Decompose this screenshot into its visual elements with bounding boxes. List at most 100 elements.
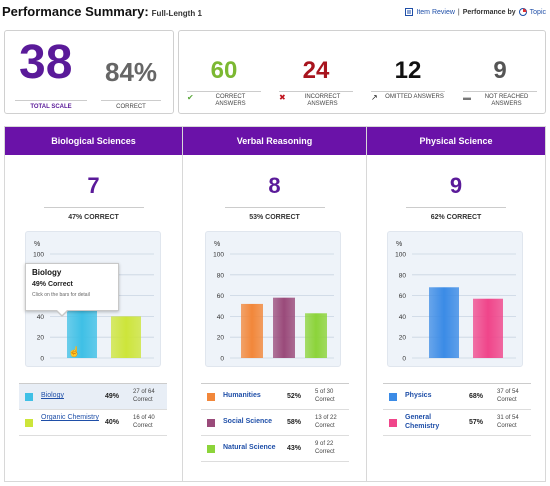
- legend-name[interactable]: Humanities: [223, 392, 261, 399]
- legend-name[interactable]: Social Science: [223, 418, 273, 425]
- legend-fraction-unit: Correct: [315, 448, 335, 455]
- legend-fraction: 9 of 22 Correct: [315, 441, 335, 457]
- legend-percent: 57%: [469, 419, 484, 426]
- legend-row-biology[interactable]: Biology 49% 27 of 64 Correct: [19, 384, 167, 410]
- legend-swatch: [207, 419, 215, 427]
- y-tick-label: 0: [220, 356, 224, 363]
- legend-name[interactable]: Organic Chemistry: [41, 414, 99, 421]
- legend-row-social-science[interactable]: Social Science 58% 13 of 22 Correct: [201, 410, 349, 436]
- not-reached-count-text: NOT REACHED ANSWERS: [484, 94, 529, 107]
- legend-row-general-chemistry[interactable]: General Chemistry 57% 31 of 54 Correct: [383, 410, 531, 436]
- legend-row-organic-chemistry[interactable]: Organic Chemistry 40% 16 of 40 Correct: [19, 410, 167, 436]
- section-header: Verbal Reasoning: [183, 127, 366, 155]
- legend-percent: 68%: [469, 393, 484, 400]
- legend-name[interactable]: Physics: [405, 392, 432, 399]
- legend-swatch: [389, 419, 397, 427]
- answer-counts-box: 60 ✔ CORRECT ANSWERS 24 ✖ INCORRECT ANSW…: [178, 30, 546, 114]
- legend-fraction-unit: Correct: [133, 422, 153, 429]
- x-icon: ✖: [279, 93, 286, 102]
- y-tick-label: 40: [37, 314, 45, 321]
- bar-chart[interactable]: % 0 20 40 60 80 100: [388, 232, 524, 368]
- arrow-icon: ↗: [371, 93, 378, 102]
- legend-fraction-count: 31 of 54: [497, 415, 519, 421]
- section-physical-science: Physical Science 9 62% CORRECT % 0 20 40 60 8…: [367, 127, 545, 481]
- y-tick-label: 100: [395, 252, 406, 259]
- legend-fraction-unit: Correct: [497, 422, 517, 429]
- incorrect-count-value: 24: [302, 57, 330, 84]
- section-chart[interactable]: % 0 20 40 60 80 100: [205, 231, 341, 367]
- legend-fraction-count: 9 of 22: [315, 441, 334, 447]
- y-tick-label: 20: [399, 335, 407, 342]
- legend-percent: 43%: [287, 445, 302, 452]
- legend-swatch: [25, 419, 33, 427]
- legend-fraction: 13 of 22 Correct: [315, 415, 337, 431]
- legend-percent: 49%: [105, 393, 120, 400]
- bar-general-chemistry[interactable]: [473, 298, 503, 358]
- bar-social-science[interactable]: [273, 297, 295, 358]
- page-title: Performance Summary: Full-Length 1: [2, 4, 202, 19]
- bar-humanities[interactable]: [241, 303, 263, 358]
- legend-fraction: 27 of 64 Correct: [133, 389, 155, 405]
- legend-name[interactable]: Biology: [41, 392, 64, 399]
- bar-organic-chemistry[interactable]: [111, 316, 141, 358]
- y-tick-label: 60: [399, 293, 407, 300]
- percent-correct-value: 84%: [105, 57, 158, 87]
- legend-row-humanities[interactable]: Humanities 52% 5 of 30 Correct: [201, 384, 349, 410]
- legend-row-physics[interactable]: Physics 68% 37 of 54 Correct: [383, 384, 531, 410]
- not-reached-count: 9 ▬ NOT REACHED ANSWERS: [455, 31, 545, 115]
- legend-fraction: 5 of 30 Correct: [315, 389, 335, 405]
- y-tick-label: 40: [217, 314, 225, 321]
- legend-name[interactable]: Natural Science: [223, 444, 276, 451]
- bar-physics[interactable]: [429, 287, 459, 358]
- bar-tooltip: Biology 49% Correct Click on the bars fo…: [25, 263, 119, 311]
- legend-fraction-count: 16 of 40: [133, 415, 155, 421]
- separator: |: [457, 8, 460, 16]
- section-verbal-reasoning: Verbal Reasoning 8 53% CORRECT % 0 20 40 60 8…: [183, 127, 367, 481]
- legend-row-natural-science[interactable]: Natural Science 43% 9 of 22 Correct: [201, 436, 349, 462]
- total-scale-label: TOTAL SCALE: [15, 100, 87, 110]
- section-percent-correct: 53% CORRECT: [224, 207, 325, 221]
- incorrect-count-text: INCORRECT ANSWERS: [304, 94, 341, 107]
- item-review-link[interactable]: Item Review: [416, 8, 455, 16]
- not-reached-count-label: ▬ NOT REACHED ANSWERS: [463, 91, 537, 108]
- y-tick-label: 20: [37, 335, 45, 342]
- bar-natural-science[interactable]: [305, 313, 327, 358]
- page-header: Performance Summary: Full-Length 1 Item R…: [2, 2, 548, 24]
- incorrect-count: 24 ✖ INCORRECT ANSWERS: [271, 31, 361, 115]
- legend-fraction-count: 13 of 22: [315, 415, 337, 421]
- topic-link[interactable]: Topic: [529, 8, 546, 16]
- y-tick-label: 60: [217, 293, 225, 300]
- bar-chart[interactable]: % 0 20 40 60 80 100: [206, 232, 342, 368]
- y-tick-label: 0: [40, 356, 44, 363]
- y-tick-label: 100: [33, 252, 44, 259]
- view-links: Item Review | Performance by Topic: [405, 8, 546, 16]
- y-tick-label: 80: [217, 272, 225, 279]
- y-tick-label: 100: [213, 252, 224, 259]
- y-tick-label: 40: [399, 314, 407, 321]
- y-tick-label: 80: [399, 272, 407, 279]
- section-legend: Humanities 52% 5 of 30 Correct Social Sci…: [201, 383, 349, 462]
- legend-fraction: 31 of 54 Correct: [497, 415, 519, 431]
- bar-biology[interactable]: [67, 307, 97, 358]
- section-chart[interactable]: % 0 20 40 60 80 100: [387, 231, 523, 367]
- section-legend: Physics 68% 37 of 54 Correct General Chem…: [383, 383, 531, 436]
- section-score: 8: [268, 173, 281, 198]
- section-header: Physical Science: [367, 127, 545, 155]
- legend-fraction: 37 of 54 Correct: [497, 389, 519, 405]
- correct-count: 60 ✔ CORRECT ANSWERS: [179, 31, 269, 115]
- total-score-box: 38 TOTAL SCALE 84% CORRECT: [4, 30, 174, 114]
- tooltip-value: 49% Correct: [32, 281, 73, 288]
- legend-name[interactable]: General Chemistry: [405, 414, 440, 430]
- percent-correct-label: CORRECT: [101, 100, 161, 110]
- section-percent-correct: 62% CORRECT: [406, 207, 506, 221]
- legend-fraction-unit: Correct: [315, 422, 335, 429]
- legend-fraction: 16 of 40 Correct: [133, 415, 155, 431]
- performance-by-label: Performance by: [462, 8, 516, 16]
- correct-count-value: 60: [210, 57, 238, 84]
- legend-percent: 40%: [105, 419, 120, 426]
- tooltip-arrow-inner: [57, 310, 67, 315]
- incorrect-count-label: ✖ INCORRECT ANSWERS: [279, 91, 353, 108]
- omitted-count-text: OMITTED ANSWERS: [385, 94, 444, 100]
- total-scale-value: 38: [19, 36, 73, 89]
- hand-cursor-icon: ☝: [68, 347, 81, 358]
